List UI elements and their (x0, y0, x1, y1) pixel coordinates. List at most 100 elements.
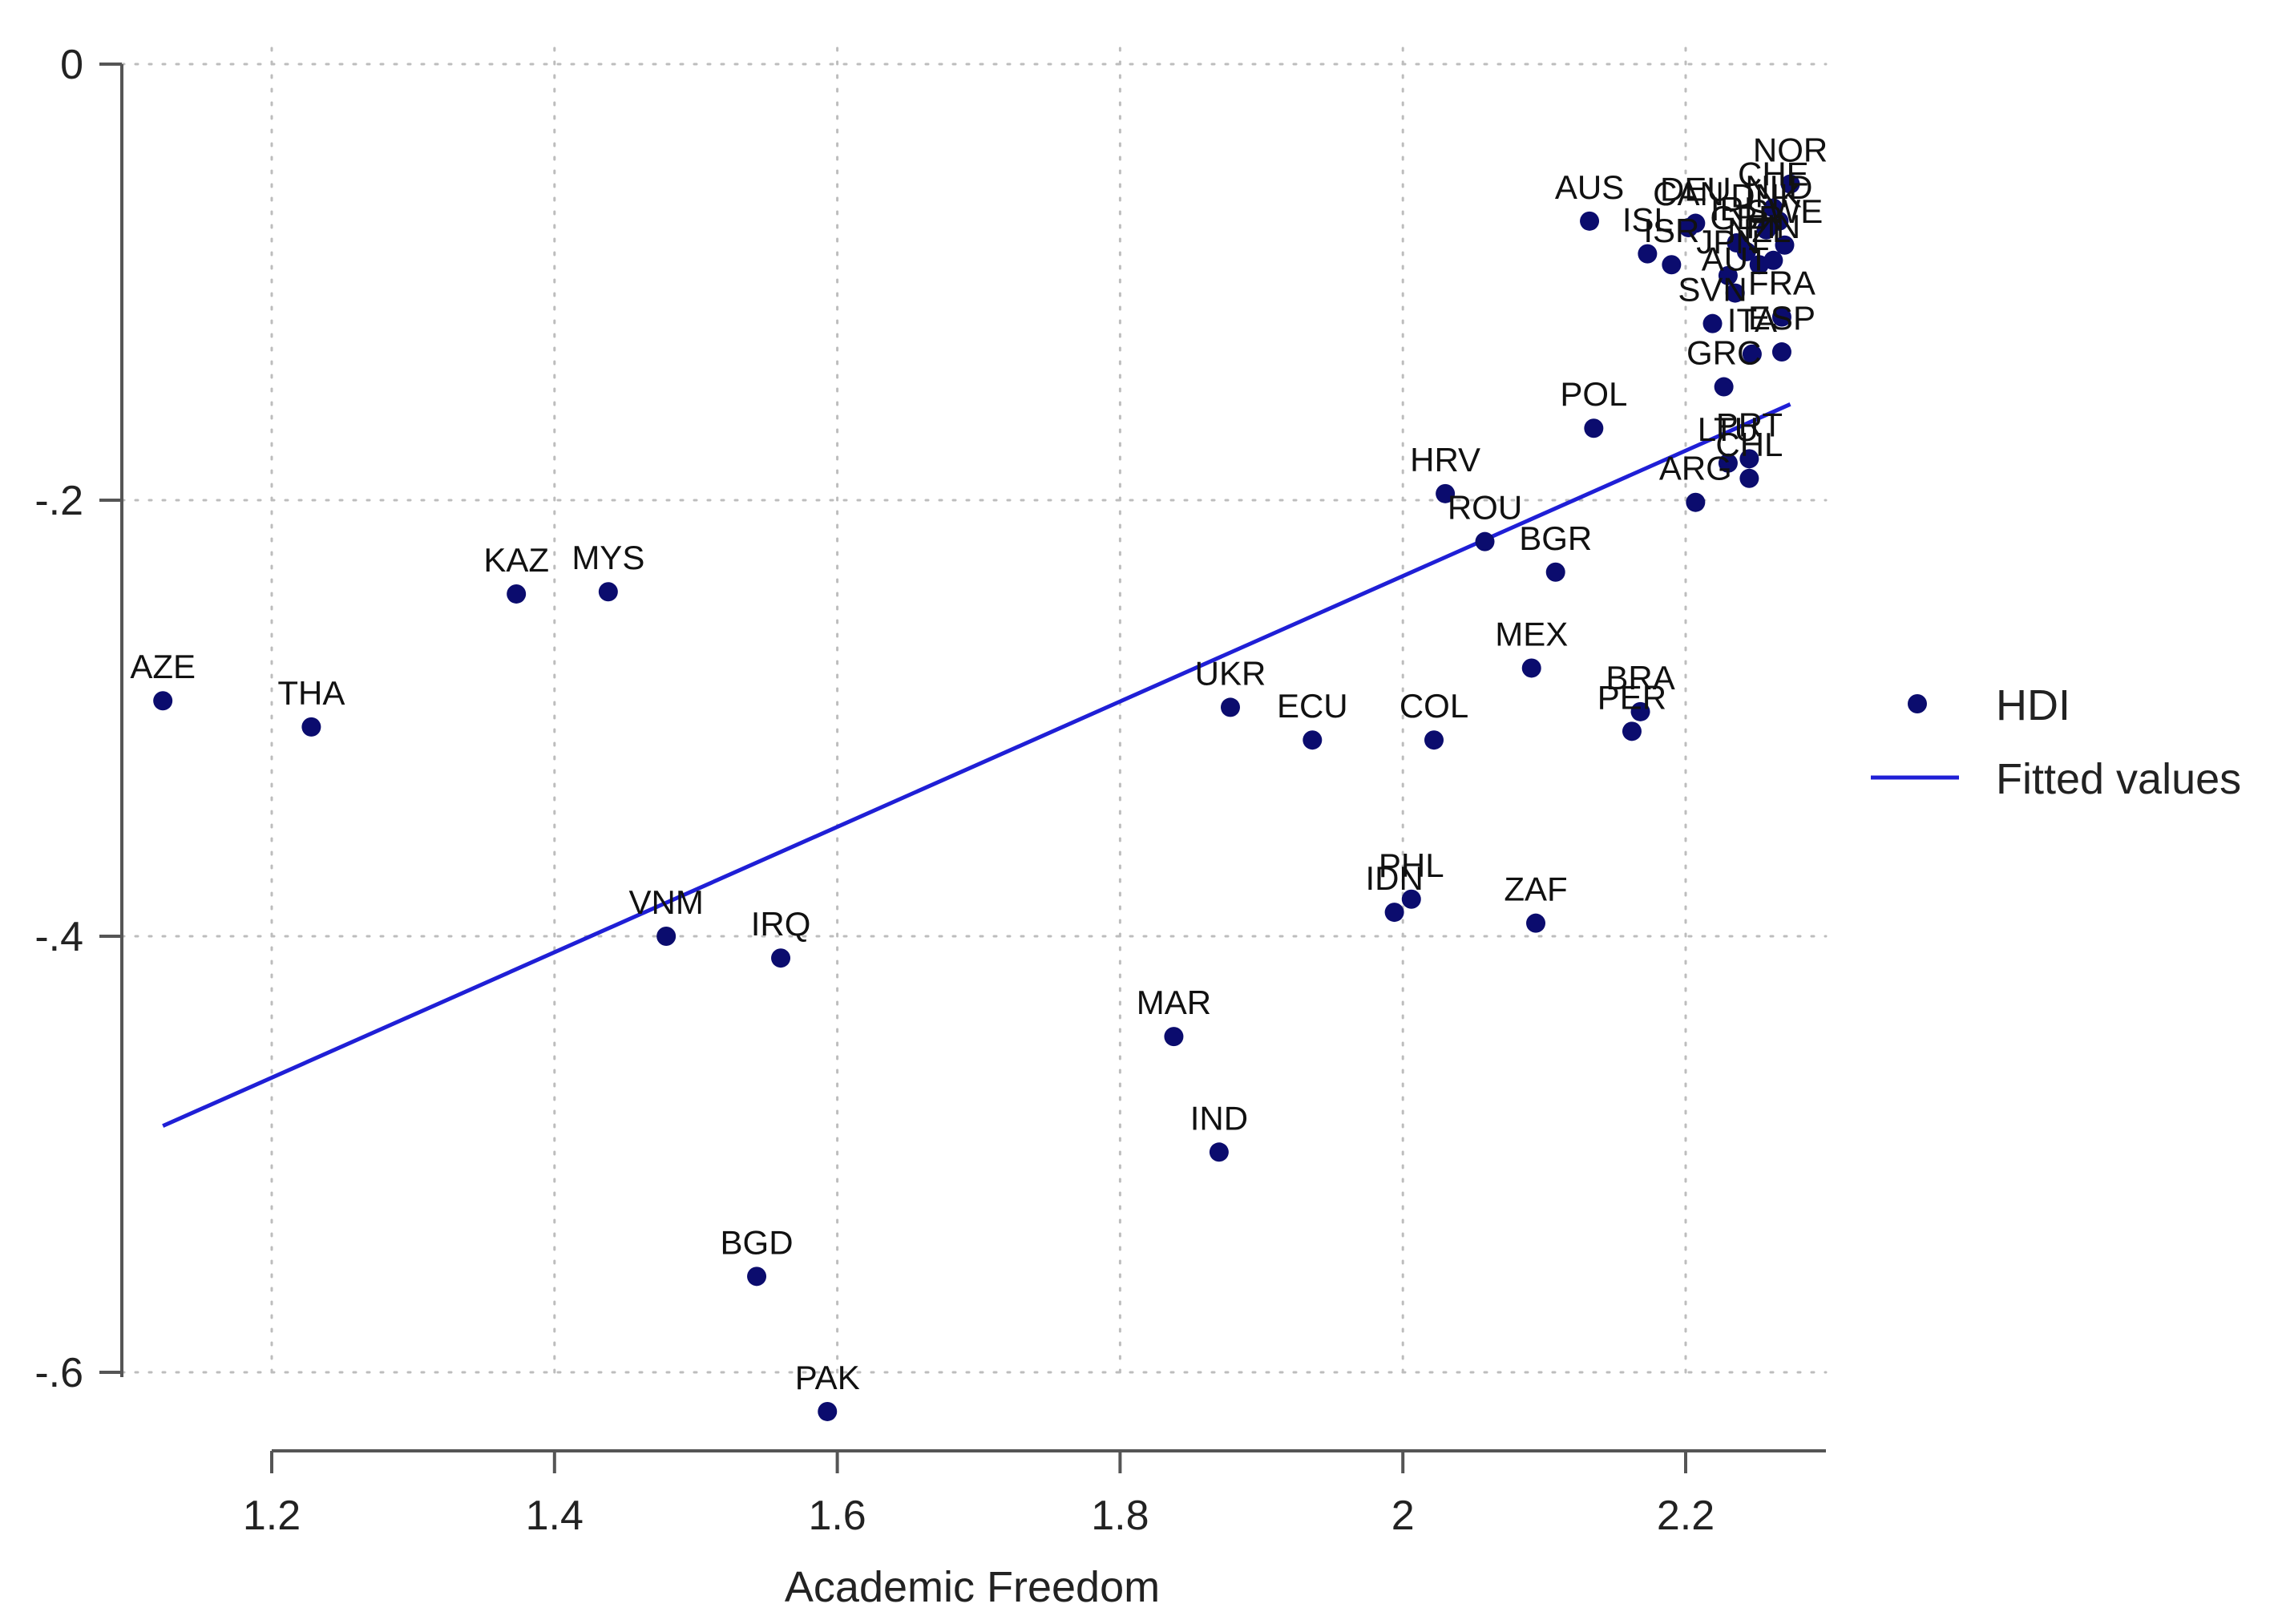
points-layer (153, 174, 1800, 1421)
point-label-bgd: BGD (721, 1223, 794, 1261)
data-point-vnm (656, 927, 677, 946)
legend-hdi-marker (1908, 694, 1927, 713)
data-point-esp (1771, 342, 1791, 362)
x-tick-label: 2.2 (1657, 1493, 1715, 1539)
data-point-mys (598, 582, 618, 602)
point-label-isl: ISL (1622, 201, 1673, 239)
point-label-ind: IND (1190, 1099, 1248, 1137)
data-point-aut (1725, 283, 1745, 303)
point-label-tha: THA (277, 674, 345, 712)
x-tick-label: 1.2 (243, 1493, 301, 1539)
point-label-gbr: GBR (1710, 199, 1783, 236)
data-point-phl (1401, 889, 1421, 909)
point-label-chl: CHL (1715, 426, 1783, 463)
point-label-hrv: HRV (1410, 441, 1480, 479)
data-point-chl (1739, 468, 1759, 488)
point-label-ecu: ECU (1277, 687, 1348, 725)
point-label-pol: POL (1560, 375, 1627, 413)
data-point-che (1763, 198, 1783, 218)
data-point-pol (1584, 418, 1604, 438)
data-point-svn (1702, 313, 1723, 333)
point-label-vnm: VNM (628, 883, 703, 921)
data-point-kaz (507, 584, 527, 604)
x-tick-label: 1.8 (1091, 1493, 1149, 1539)
data-point-bgd (747, 1266, 767, 1287)
point-label-nld: NLD (1745, 168, 1812, 206)
data-point-irq (771, 948, 791, 968)
data-point-hrv (1436, 483, 1456, 503)
data-point-swe (1775, 235, 1795, 255)
data-point-ecu (1303, 730, 1323, 750)
point-label-deu: DEU (1660, 171, 1731, 208)
data-point-fra (1771, 307, 1791, 327)
fitted-line-layer (162, 402, 1791, 1128)
data-point-col (1424, 730, 1444, 750)
point-label-prt: PRT (1716, 406, 1783, 443)
data-point-ita (1742, 344, 1762, 364)
point-label-nzl: NZL (1727, 212, 1791, 249)
point-label-nor: NOR (1753, 131, 1828, 169)
point-label-zaf: ZAF (1504, 871, 1567, 908)
point-label-irl: IRL (1711, 190, 1763, 228)
data-point-gbr (1736, 241, 1756, 261)
x-tick-label: 1.4 (526, 1493, 584, 1539)
x-axis-title: Academic Freedom (785, 1563, 1160, 1611)
point-label-bra: BRA (1606, 659, 1674, 697)
data-point-pak (818, 1401, 838, 1421)
point-label-swe: SWE (1747, 192, 1824, 230)
data-point-fin (1763, 250, 1783, 270)
data-point-bra (1630, 701, 1650, 721)
fitted-values-line (162, 402, 1791, 1128)
point-label-per: PER (1597, 678, 1666, 716)
axes-layer (120, 64, 1826, 1452)
data-point-zaf (1526, 913, 1546, 933)
data-point-ind (1209, 1142, 1229, 1162)
y-tick-label: -.6 (34, 1350, 83, 1396)
data-point-tha (301, 717, 321, 737)
x-tick-label: 2 (1391, 1493, 1415, 1539)
data-point-ltu (1718, 453, 1738, 473)
point-label-ukr: UKR (1195, 654, 1266, 692)
data-point-prt (1739, 449, 1759, 469)
x-tick-label: 1.6 (808, 1493, 866, 1539)
point-label-aze: AZE (130, 648, 196, 685)
point-label-aus: AUS (1555, 168, 1624, 206)
point-label-ltu: LTU (1698, 410, 1759, 448)
point-label-mex: MEX (1495, 615, 1568, 652)
data-point-isr (1662, 255, 1682, 275)
y-tick-label: 0 (60, 42, 83, 88)
data-point-rou (1475, 531, 1495, 551)
point-label-dnk: DNK (1731, 177, 1802, 215)
point-label-grc: GRC (1686, 334, 1761, 372)
grid-layer (120, 46, 1828, 1379)
data-point-arg (1686, 492, 1706, 512)
y-tick-label: -.2 (34, 478, 83, 524)
point-label-idn: IDN (1365, 859, 1423, 897)
point-label-col: COL (1400, 687, 1468, 725)
point-label-can: CAN (1653, 175, 1724, 212)
legend: HDI Fitted values (1871, 681, 2241, 803)
point-label-bgr: BGR (1519, 519, 1592, 557)
legend-hdi-label: HDI (1996, 681, 2070, 729)
point-label-fin: FIN (1747, 208, 1801, 245)
y-tick-label: -.4 (34, 914, 83, 960)
data-point-jpn (1718, 265, 1738, 285)
data-point-bgr (1545, 562, 1565, 582)
point-label-isr: ISR (1643, 212, 1699, 249)
point-label-mar: MAR (1137, 984, 1211, 1021)
tick-layer: 0 -.2 -.4 -.6 1.2 1.4 1.6 1.8 2 2.2 (34, 42, 1715, 1539)
data-point-aus (1580, 211, 1600, 231)
point-labels-layer: AZE THA KAZ MYS VNM IRQ BGD PAK MAR IND UKR ECU COL I… (130, 131, 1828, 1396)
point-label-phl: PHL (1379, 846, 1444, 884)
point-label-mys: MYS (572, 539, 644, 576)
point-label-kaz: KAZ (483, 541, 549, 579)
data-point-idn (1384, 903, 1404, 923)
data-point-grc (1714, 377, 1734, 397)
data-point-isl (1638, 244, 1658, 264)
point-label-fra: FRA (1748, 265, 1816, 302)
point-label-pak: PAK (795, 1359, 860, 1396)
point-label-ita: ITA (1727, 301, 1777, 339)
data-point-ukr (1220, 697, 1240, 717)
point-label-svn: SVN (1678, 271, 1747, 309)
